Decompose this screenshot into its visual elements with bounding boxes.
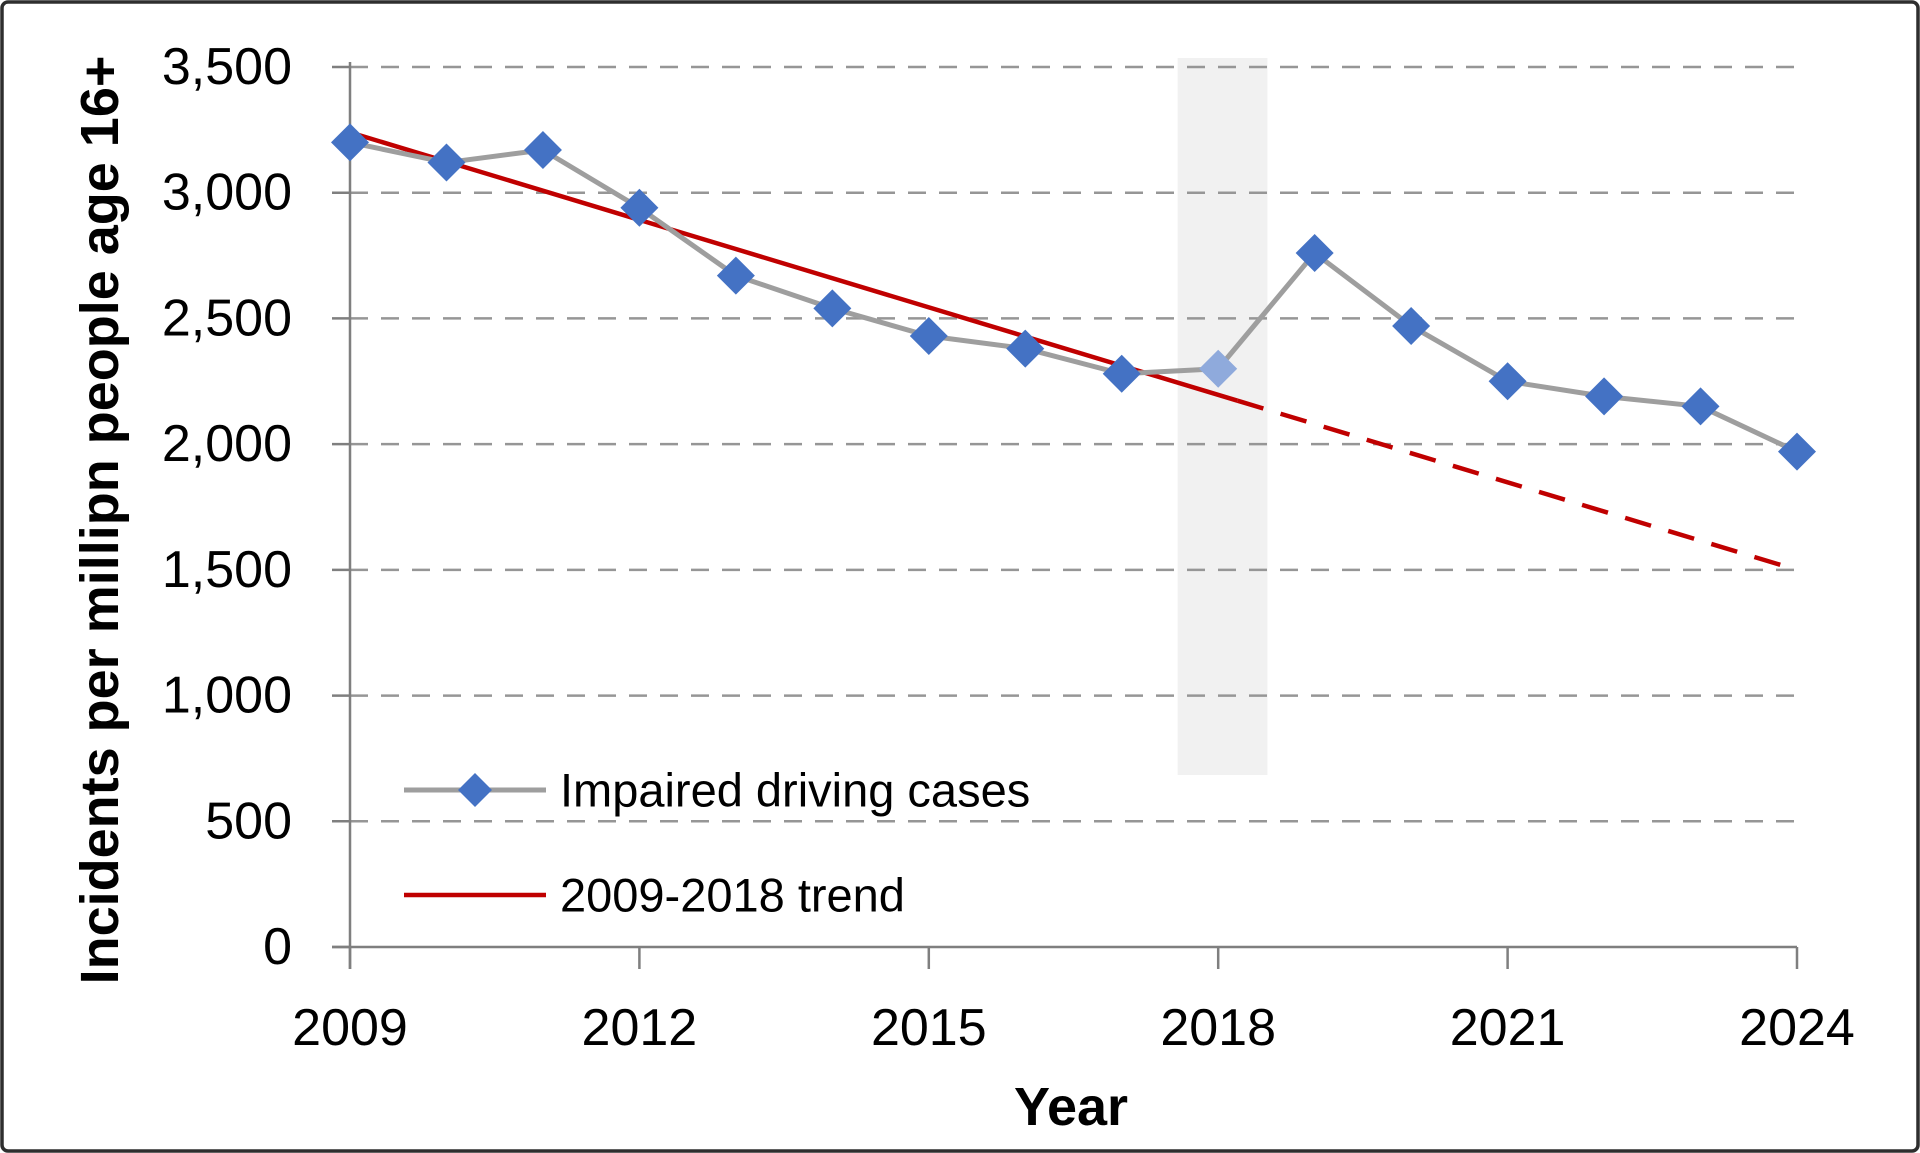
data-point-diamond-2016 bbox=[1006, 329, 1045, 368]
impaired-driving-line bbox=[349, 139, 1799, 454]
data-point-diamond-2010 bbox=[427, 143, 466, 182]
highlight-band-2018 bbox=[1177, 58, 1268, 775]
x-tick-label-2009: 2009 bbox=[292, 999, 408, 1057]
data-point-diamond-2015 bbox=[909, 317, 948, 356]
y-tick-label-3500: 3,500 bbox=[162, 38, 292, 96]
legend: Impaired driving cases 2009-2018 trend bbox=[404, 764, 1030, 922]
x-tick-label-2018: 2018 bbox=[1160, 999, 1276, 1057]
legend-series-label: Impaired driving cases bbox=[560, 764, 1030, 817]
data-point-diamond-2019 bbox=[1295, 234, 1334, 273]
data-point-diamond-2021 bbox=[1488, 362, 1527, 401]
y-tick-label-2000: 2,000 bbox=[162, 415, 292, 473]
y-tick-label-1000: 1,000 bbox=[162, 667, 292, 725]
data-point-diamond-2017 bbox=[1102, 354, 1141, 393]
data-series-layer bbox=[331, 123, 1816, 471]
data-point-diamond-2012 bbox=[620, 188, 659, 227]
y-tick-label-2500: 2,500 bbox=[162, 289, 292, 347]
legend-series-diamond-icon bbox=[458, 773, 492, 807]
data-point-diamond-2011 bbox=[523, 130, 562, 169]
y-axis-title: Incidents per millipn people age 16+ bbox=[70, 56, 130, 985]
x-axis-title: Year bbox=[1014, 1077, 1128, 1137]
data-point-diamond-2009 bbox=[331, 123, 369, 162]
x-tick-label-2015: 2015 bbox=[871, 999, 987, 1057]
data-point-diamond-2020 bbox=[1392, 306, 1431, 345]
y-tick-label-500: 500 bbox=[205, 792, 292, 850]
legend-trend-label: 2009-2018 trend bbox=[560, 869, 905, 922]
data-point-diamond-2022 bbox=[1585, 377, 1624, 416]
highlight-band-layer bbox=[1177, 58, 1268, 775]
axes-layer bbox=[332, 62, 1799, 969]
y-tick-label-3000: 3,000 bbox=[162, 164, 292, 222]
data-point-diamond-2023 bbox=[1681, 387, 1720, 426]
trend-line-dashed-projection bbox=[1236, 398, 1798, 573]
trend-line-layer bbox=[349, 130, 1798, 573]
trend-line-solid bbox=[349, 130, 1239, 403]
x-tick-label-2021: 2021 bbox=[1450, 999, 1566, 1057]
data-point-diamond-2014 bbox=[813, 289, 852, 328]
data-point-diamond-2013 bbox=[716, 256, 755, 295]
y-tick-label-0: 0 bbox=[263, 918, 292, 976]
x-tick-label-2012: 2012 bbox=[582, 999, 698, 1057]
y-tick-label-1500: 1,500 bbox=[162, 541, 292, 599]
x-tick-label-2024: 2024 bbox=[1739, 999, 1855, 1057]
tick-label-layer: 0 500 1,000 1,500 2,000 2,500 3,000 3,500 2009 20… bbox=[162, 38, 1855, 1057]
data-point-diamond-2024 bbox=[1778, 432, 1816, 471]
data-point-diamond-2018 bbox=[1199, 349, 1238, 388]
gridline-layer bbox=[350, 65, 1797, 823]
